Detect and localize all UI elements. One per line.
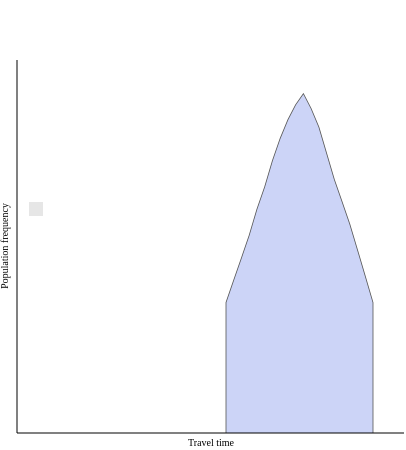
area-series-0 [225, 92, 374, 434]
plot-area [225, 92, 374, 434]
legend-swatch [29, 202, 43, 216]
y-axis-label: Population frequency [0, 203, 11, 289]
x-axis-label: Travel time [188, 438, 235, 449]
